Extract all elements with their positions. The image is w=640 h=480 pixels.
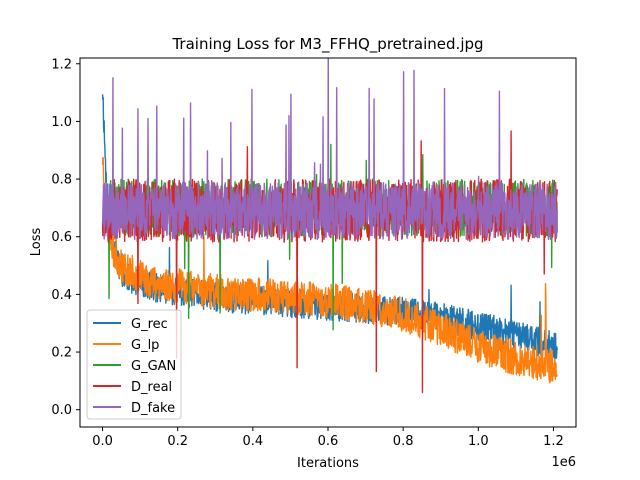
y-axis: 0.0 0.2 0.4 0.6 0.8 1.0 1.2 bbox=[51, 57, 80, 418]
legend-label: D_real bbox=[131, 380, 172, 395]
chart-title: Training Loss for M3_FFHQ_pretrained.jpg bbox=[171, 35, 483, 54]
x-tick-label: 0.8 bbox=[393, 434, 414, 449]
legend: G_rec G_lp G_GAN D_real D_fake bbox=[86, 309, 182, 420]
y-tick-label: 0.4 bbox=[51, 288, 72, 303]
x-axis-offset-label: 1e6 bbox=[551, 455, 576, 470]
legend-label: G_lp bbox=[131, 338, 159, 353]
legend-label: G_GAN bbox=[131, 359, 176, 374]
x-tick-label: 0.4 bbox=[243, 434, 264, 449]
x-tick-label: 1.0 bbox=[468, 434, 489, 449]
y-tick-label: 0.2 bbox=[51, 346, 72, 361]
legend-label: G_rec bbox=[131, 317, 168, 332]
y-axis-label: Loss bbox=[29, 228, 44, 257]
series-line-d-fake bbox=[101, 58, 558, 241]
x-tick-label: 0.6 bbox=[318, 434, 339, 449]
y-tick-label: 0.0 bbox=[51, 403, 72, 418]
x-tick-label: 0.0 bbox=[92, 434, 113, 449]
y-tick-label: 0.8 bbox=[51, 173, 72, 188]
series-line-g-lp bbox=[101, 156, 558, 384]
x-tick-label: 1.2 bbox=[543, 434, 564, 449]
legend-label: D_fake bbox=[131, 401, 175, 416]
series-layer bbox=[101, 58, 558, 394]
x-axis-label: Iterations bbox=[297, 456, 359, 471]
x-tick-label: 0.2 bbox=[167, 434, 188, 449]
y-tick-label: 1.2 bbox=[51, 57, 72, 72]
legend-box bbox=[86, 309, 182, 420]
x-axis: 0.0 0.2 0.4 0.6 0.8 1.0 1.2 bbox=[92, 427, 564, 449]
y-tick-label: 1.0 bbox=[51, 115, 72, 130]
y-tick-label: 0.6 bbox=[51, 230, 72, 245]
